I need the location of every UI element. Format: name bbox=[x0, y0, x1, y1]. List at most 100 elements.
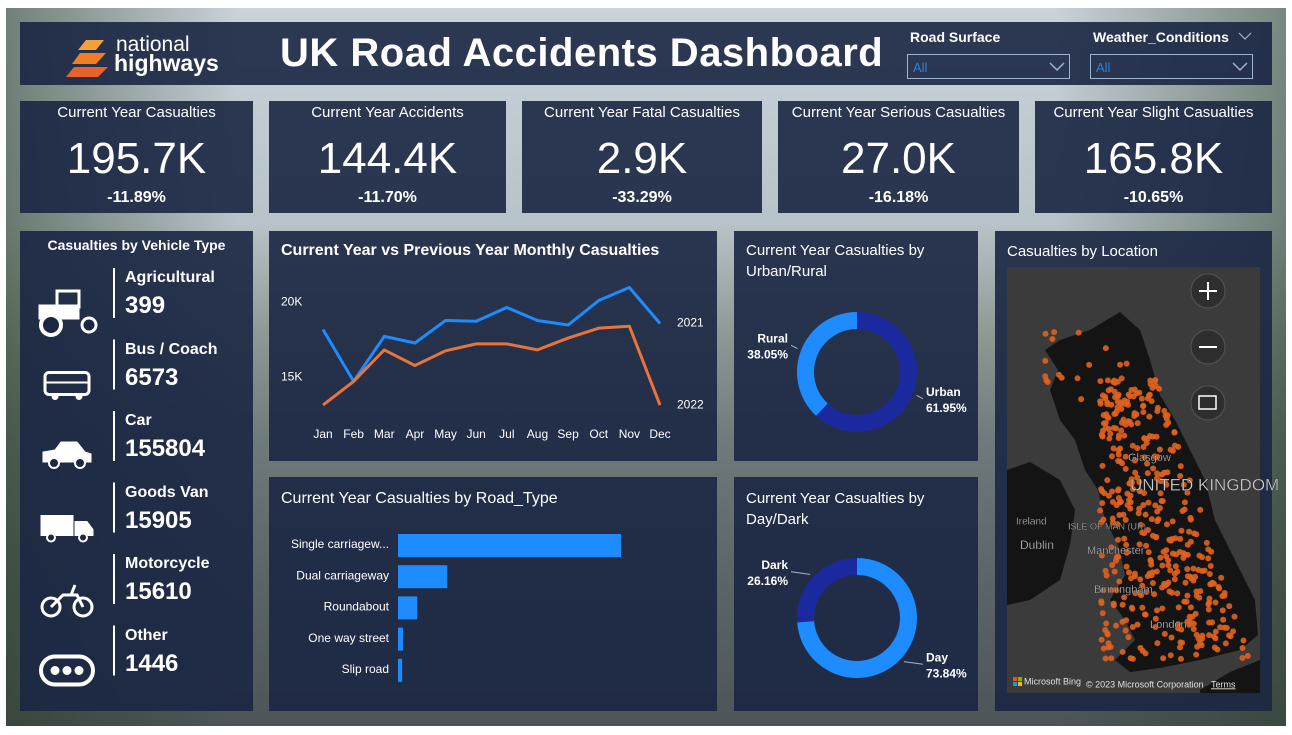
map-point bbox=[1108, 453, 1115, 460]
map-point bbox=[1120, 511, 1127, 518]
vehicle-name: Other bbox=[125, 626, 168, 644]
map-point bbox=[1162, 412, 1169, 419]
map-point bbox=[1175, 604, 1182, 611]
icon-shape bbox=[80, 316, 98, 334]
kpi-change: -10.65% bbox=[1123, 189, 1184, 206]
map-point bbox=[1141, 530, 1148, 537]
map-point bbox=[1161, 630, 1168, 637]
map-point bbox=[1196, 639, 1203, 646]
map-point bbox=[1148, 572, 1155, 579]
map-point bbox=[1151, 591, 1158, 598]
map-point bbox=[1167, 652, 1174, 659]
x-tick-label: Jan bbox=[313, 427, 332, 441]
x-tick-label: Sep bbox=[557, 427, 579, 441]
vehicle-name: Motorcycle bbox=[125, 555, 210, 572]
map-point bbox=[1140, 409, 1147, 416]
map-point bbox=[1042, 357, 1049, 364]
vehicle-name: Agricultural bbox=[125, 269, 215, 286]
y-tick-label: 15K bbox=[281, 370, 302, 384]
map-point bbox=[1144, 460, 1151, 467]
logo-icon bbox=[66, 67, 108, 77]
map-point bbox=[1184, 489, 1191, 496]
filter-dropdown[interactable] bbox=[1090, 54, 1253, 79]
map-point bbox=[1102, 345, 1109, 352]
map-point bbox=[1123, 563, 1130, 570]
map-point bbox=[1129, 442, 1136, 449]
map-point bbox=[1115, 486, 1122, 493]
slice-label: Urban bbox=[926, 385, 961, 399]
map-point bbox=[1177, 535, 1184, 542]
map-point bbox=[1171, 576, 1178, 583]
map-point bbox=[1104, 477, 1111, 484]
map-terms[interactable]: Terms bbox=[1211, 679, 1236, 689]
map-point bbox=[1187, 604, 1194, 611]
icon-shape bbox=[39, 654, 95, 687]
map-point bbox=[1184, 565, 1191, 572]
vehicle-count: 1446 bbox=[125, 649, 179, 677]
icon-shape bbox=[39, 313, 63, 337]
map-label: Ireland bbox=[1016, 517, 1047, 528]
map-point bbox=[1115, 432, 1122, 439]
map-point bbox=[1152, 502, 1159, 509]
filter-label: Weather_Conditions bbox=[1093, 29, 1229, 45]
bar bbox=[398, 658, 403, 682]
map-point bbox=[1117, 445, 1124, 452]
map-point bbox=[1130, 485, 1137, 492]
map-button[interactable] bbox=[1190, 385, 1226, 421]
map-point bbox=[1139, 582, 1146, 589]
map-point bbox=[1222, 640, 1229, 647]
map-point bbox=[1109, 499, 1116, 506]
map-point bbox=[1218, 574, 1225, 581]
map-point bbox=[1118, 375, 1125, 382]
bar bbox=[398, 534, 622, 557]
map-point bbox=[1131, 457, 1138, 464]
map-point bbox=[1190, 626, 1197, 633]
map-point bbox=[1163, 547, 1170, 554]
map-point bbox=[1109, 515, 1116, 522]
map-point bbox=[1205, 606, 1212, 613]
map-point bbox=[1119, 601, 1126, 608]
map-point bbox=[1150, 465, 1157, 472]
map-label: Dublin bbox=[1020, 538, 1054, 552]
map-point bbox=[1211, 644, 1218, 651]
map-point bbox=[1140, 502, 1147, 509]
map-point bbox=[1100, 645, 1107, 652]
map-point bbox=[1142, 650, 1149, 657]
slice-label: Rural bbox=[757, 331, 788, 345]
icon-shape bbox=[72, 596, 94, 618]
map-point bbox=[1142, 611, 1149, 618]
map-point bbox=[1110, 445, 1117, 452]
bing-logo bbox=[1013, 682, 1017, 686]
map-point bbox=[1111, 568, 1118, 575]
map-point bbox=[1102, 393, 1109, 400]
x-tick-label: Mar bbox=[374, 427, 395, 441]
leader-line bbox=[790, 344, 798, 349]
icon-shape bbox=[74, 666, 84, 675]
map-point bbox=[1097, 400, 1104, 407]
kpi-card bbox=[1035, 101, 1272, 213]
icon-shape bbox=[49, 584, 85, 609]
map-point bbox=[1100, 587, 1107, 594]
vehicle-icon bbox=[43, 371, 91, 400]
map-point bbox=[1217, 624, 1224, 631]
map-point bbox=[1135, 510, 1142, 517]
map-point bbox=[1097, 378, 1104, 385]
map-point bbox=[1175, 625, 1182, 632]
map-point bbox=[1117, 498, 1124, 505]
map-point bbox=[1147, 381, 1154, 388]
map-point bbox=[1120, 416, 1127, 423]
map-point bbox=[1158, 497, 1165, 504]
filter-value[interactable]: All bbox=[913, 60, 928, 75]
map-point bbox=[1169, 447, 1176, 454]
map-point bbox=[1049, 335, 1056, 342]
filter-dropdown[interactable] bbox=[907, 54, 1070, 79]
map-point bbox=[1119, 618, 1126, 625]
map-point bbox=[1197, 588, 1204, 595]
line-series bbox=[322, 324, 662, 407]
filter-value[interactable]: All bbox=[1096, 60, 1111, 75]
map-point bbox=[1196, 552, 1203, 559]
map-point bbox=[1123, 360, 1130, 367]
map-point bbox=[1186, 528, 1193, 535]
donut-slice bbox=[797, 558, 857, 623]
